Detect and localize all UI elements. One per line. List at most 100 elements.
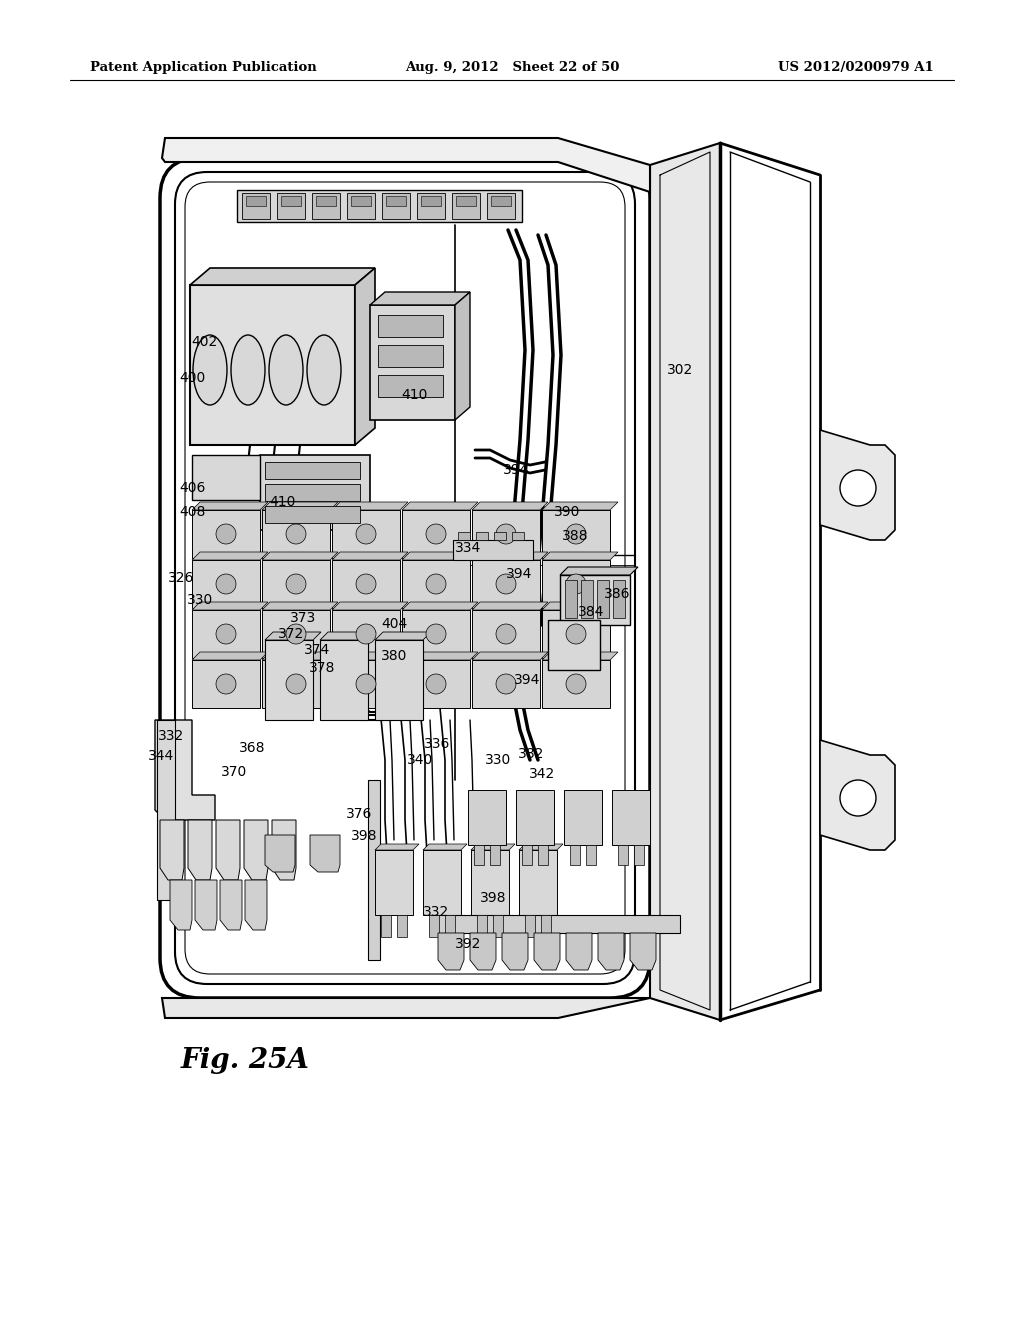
Text: 404: 404 (381, 616, 408, 631)
Bar (453, 540, 534, 560)
Polygon shape (195, 880, 217, 931)
Bar (417, 193, 445, 219)
Polygon shape (332, 510, 400, 558)
Polygon shape (820, 741, 895, 850)
Polygon shape (502, 933, 528, 970)
Bar (612, 789, 650, 845)
Text: 408: 408 (179, 506, 205, 519)
Bar (242, 193, 270, 219)
Circle shape (216, 524, 236, 544)
Circle shape (426, 624, 446, 644)
Polygon shape (560, 576, 630, 624)
Polygon shape (472, 552, 548, 560)
Circle shape (426, 574, 446, 594)
Ellipse shape (269, 335, 303, 405)
Text: Fig. 25A: Fig. 25A (180, 1047, 309, 1073)
Bar (265, 462, 360, 479)
Polygon shape (423, 843, 467, 850)
Polygon shape (542, 502, 618, 510)
Polygon shape (193, 560, 260, 609)
Bar (421, 195, 441, 206)
Polygon shape (370, 305, 455, 420)
Bar (512, 532, 524, 540)
Polygon shape (542, 602, 618, 610)
Circle shape (356, 675, 376, 694)
Text: 392: 392 (455, 937, 481, 950)
Polygon shape (332, 552, 408, 560)
Circle shape (216, 675, 236, 694)
Polygon shape (402, 660, 470, 708)
Polygon shape (262, 610, 330, 657)
Polygon shape (455, 292, 470, 420)
Polygon shape (560, 568, 638, 576)
Bar (378, 375, 443, 397)
Text: 380: 380 (381, 649, 408, 663)
Polygon shape (265, 632, 321, 640)
Bar (278, 193, 305, 219)
Polygon shape (193, 602, 268, 610)
Text: 398: 398 (351, 829, 377, 843)
Circle shape (216, 574, 236, 594)
Polygon shape (193, 652, 268, 660)
Polygon shape (423, 850, 461, 915)
Text: 334: 334 (455, 541, 481, 554)
Polygon shape (471, 843, 515, 850)
Text: 368: 368 (239, 741, 265, 755)
Polygon shape (220, 880, 242, 931)
Text: 370: 370 (221, 766, 247, 779)
Circle shape (356, 574, 376, 594)
Polygon shape (262, 560, 330, 609)
Polygon shape (162, 998, 650, 1018)
Polygon shape (193, 510, 260, 558)
Bar (493, 915, 503, 937)
Polygon shape (332, 560, 400, 609)
Bar (452, 193, 480, 219)
Text: 384: 384 (578, 605, 604, 619)
Bar (597, 579, 609, 618)
Text: 373: 373 (290, 611, 316, 624)
Circle shape (496, 524, 516, 544)
Bar (316, 195, 336, 206)
Bar (265, 484, 360, 502)
Polygon shape (402, 560, 470, 609)
Bar (368, 780, 380, 960)
Polygon shape (402, 502, 478, 510)
Polygon shape (190, 285, 355, 445)
Polygon shape (319, 640, 368, 719)
Polygon shape (262, 510, 330, 558)
Polygon shape (820, 430, 895, 540)
Bar (312, 193, 340, 219)
Polygon shape (548, 620, 600, 671)
Polygon shape (519, 843, 563, 850)
Polygon shape (534, 933, 560, 970)
Polygon shape (355, 268, 375, 445)
Polygon shape (319, 632, 376, 640)
Bar (458, 532, 470, 540)
Polygon shape (170, 880, 193, 931)
Polygon shape (598, 933, 624, 970)
Text: 402: 402 (190, 335, 217, 348)
Polygon shape (472, 510, 540, 558)
Polygon shape (542, 510, 610, 558)
Bar (487, 193, 515, 219)
Circle shape (496, 574, 516, 594)
Circle shape (566, 675, 586, 694)
Text: 340: 340 (407, 752, 433, 767)
Bar (381, 915, 391, 937)
Circle shape (216, 624, 236, 644)
Text: 302: 302 (667, 363, 693, 378)
Bar (613, 579, 625, 618)
FancyBboxPatch shape (160, 158, 650, 998)
Text: 326: 326 (168, 572, 195, 585)
Polygon shape (375, 843, 419, 850)
Polygon shape (157, 719, 175, 900)
Bar (570, 845, 580, 865)
Ellipse shape (307, 335, 341, 405)
Circle shape (286, 675, 306, 694)
Circle shape (566, 524, 586, 544)
Polygon shape (519, 850, 557, 915)
Bar (265, 506, 360, 523)
Polygon shape (162, 139, 650, 191)
Bar (516, 789, 554, 845)
Bar (618, 845, 628, 865)
